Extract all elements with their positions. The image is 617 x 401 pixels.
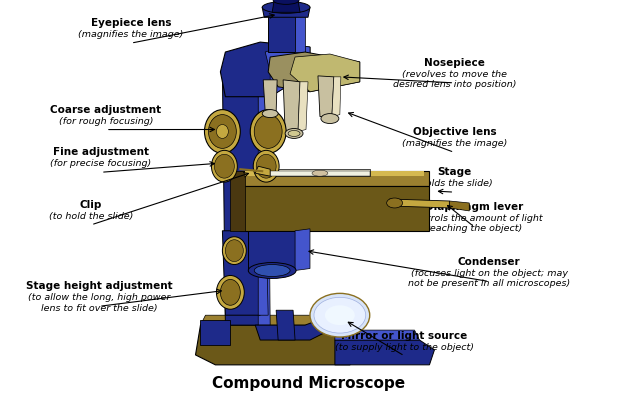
- Ellipse shape: [215, 155, 234, 179]
- Ellipse shape: [217, 125, 228, 139]
- Ellipse shape: [262, 110, 278, 118]
- Polygon shape: [259, 231, 268, 316]
- Polygon shape: [222, 73, 260, 325]
- Polygon shape: [270, 172, 370, 177]
- Polygon shape: [290, 55, 360, 93]
- Polygon shape: [248, 231, 295, 271]
- Polygon shape: [255, 167, 270, 177]
- Ellipse shape: [387, 198, 402, 209]
- Ellipse shape: [225, 240, 243, 262]
- Polygon shape: [318, 77, 334, 117]
- Text: Clip: Clip: [80, 199, 102, 209]
- Polygon shape: [298, 83, 308, 132]
- Polygon shape: [295, 229, 310, 271]
- Text: Objective lens: Objective lens: [413, 127, 496, 137]
- Ellipse shape: [273, 0, 299, 5]
- Text: (controls the amount of light
reaching the object): (controls the amount of light reaching t…: [406, 213, 542, 233]
- Polygon shape: [389, 200, 449, 209]
- Ellipse shape: [222, 237, 246, 265]
- Polygon shape: [265, 45, 310, 97]
- Ellipse shape: [248, 263, 296, 279]
- Polygon shape: [268, 53, 360, 93]
- Polygon shape: [295, 13, 305, 53]
- Polygon shape: [220, 43, 310, 97]
- Text: (for precise focusing): (for precise focusing): [51, 159, 152, 168]
- Polygon shape: [262, 8, 310, 18]
- Polygon shape: [196, 325, 360, 365]
- Text: Compound Microscope: Compound Microscope: [212, 375, 405, 390]
- Polygon shape: [283, 81, 300, 132]
- Text: (focuses light on the object; may
not be present in all microscopes): (focuses light on the object; may not be…: [408, 268, 570, 287]
- Polygon shape: [240, 172, 429, 186]
- Polygon shape: [332, 78, 341, 117]
- Polygon shape: [449, 201, 470, 211]
- Text: Eyepiece lens: Eyepiece lens: [91, 18, 171, 28]
- Ellipse shape: [325, 306, 355, 325]
- Ellipse shape: [220, 280, 240, 306]
- Polygon shape: [270, 170, 370, 177]
- Ellipse shape: [321, 114, 339, 124]
- Text: (revolves to move the
desired lens into position): (revolves to move the desired lens into …: [392, 70, 516, 89]
- Polygon shape: [263, 81, 277, 112]
- Ellipse shape: [212, 151, 238, 183]
- Polygon shape: [240, 186, 429, 231]
- Ellipse shape: [312, 171, 328, 177]
- Polygon shape: [335, 340, 434, 365]
- Text: (to supply light to the object): (to supply light to the object): [335, 342, 474, 351]
- Text: Condenser: Condenser: [458, 256, 521, 266]
- Text: (magnifies the image): (magnifies the image): [78, 30, 183, 39]
- Polygon shape: [201, 316, 355, 325]
- Text: Coarse adjustment: Coarse adjustment: [51, 104, 162, 114]
- Polygon shape: [259, 73, 270, 325]
- Ellipse shape: [254, 115, 282, 149]
- Text: Nosepiece: Nosepiece: [424, 58, 485, 68]
- Ellipse shape: [217, 276, 244, 310]
- Polygon shape: [255, 310, 350, 340]
- Text: (magnifies the image): (magnifies the image): [402, 139, 507, 148]
- Text: Diaphragm lever: Diaphragm lever: [425, 201, 523, 211]
- Polygon shape: [230, 172, 246, 231]
- Polygon shape: [272, 1, 300, 13]
- Ellipse shape: [285, 129, 303, 139]
- Text: (for rough focusing): (for rough focusing): [59, 116, 153, 125]
- Polygon shape: [276, 310, 295, 340]
- Text: (to allow the long, high power
lens to fit over the slide): (to allow the long, high power lens to f…: [28, 293, 170, 312]
- Polygon shape: [335, 330, 420, 340]
- Ellipse shape: [256, 155, 276, 179]
- Ellipse shape: [251, 110, 286, 154]
- Text: Stage: Stage: [437, 167, 471, 177]
- Ellipse shape: [254, 265, 290, 277]
- Polygon shape: [201, 320, 230, 345]
- Text: (to hold the slide): (to hold the slide): [49, 211, 133, 221]
- Ellipse shape: [314, 298, 366, 333]
- Ellipse shape: [288, 131, 300, 137]
- Ellipse shape: [262, 2, 310, 14]
- Ellipse shape: [209, 115, 236, 149]
- Text: (holds the slide): (holds the slide): [416, 179, 493, 188]
- Polygon shape: [246, 172, 424, 177]
- Ellipse shape: [204, 110, 240, 154]
- Ellipse shape: [253, 151, 279, 183]
- Text: Fine adjustment: Fine adjustment: [53, 147, 149, 157]
- Polygon shape: [268, 13, 295, 53]
- Text: Mirror or light source: Mirror or light source: [341, 330, 468, 340]
- Ellipse shape: [310, 294, 370, 337]
- Text: Stage height adjustment: Stage height adjustment: [26, 281, 172, 291]
- Polygon shape: [222, 231, 260, 316]
